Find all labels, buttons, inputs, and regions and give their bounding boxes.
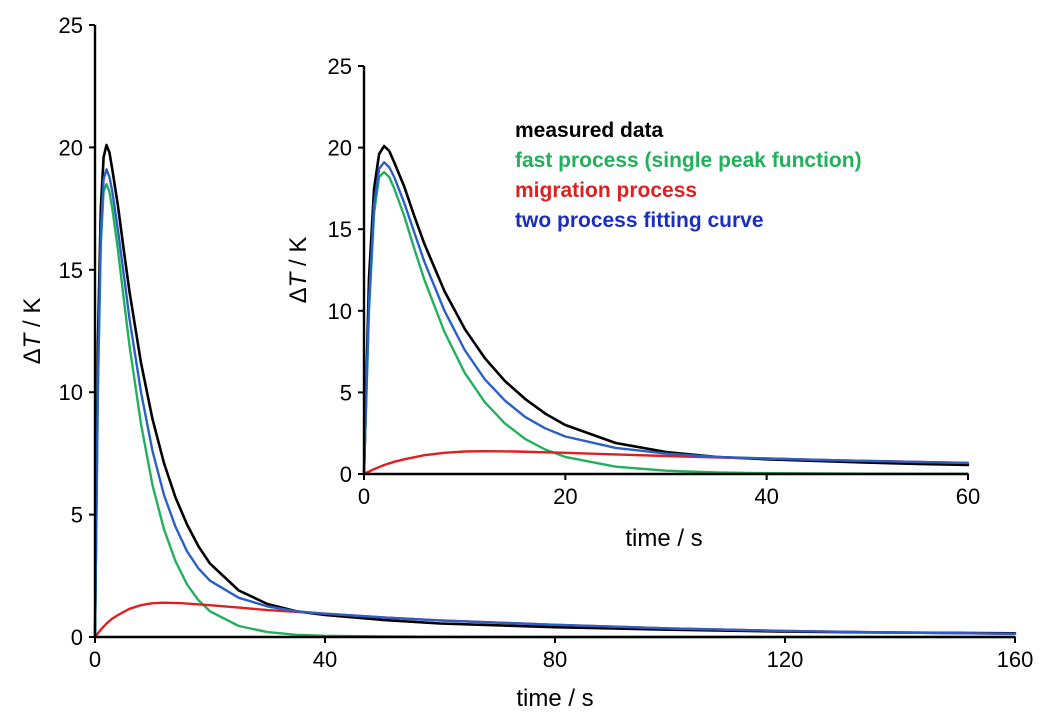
legend-entry-measured: measured data xyxy=(515,119,664,142)
main-series-fast-process xyxy=(93,182,1017,639)
main-x-axis-title: time / s xyxy=(516,685,593,712)
main-y-tick-label-20: 20 xyxy=(59,135,83,160)
inset-y-axis-title-unit: / K xyxy=(285,237,312,273)
inset-y-axis-title-symbol: T xyxy=(285,270,312,287)
inset-y-tick-label-10: 10 xyxy=(328,299,352,324)
inset-x-tick-label-20: 20 xyxy=(553,484,577,509)
main-y-tick-label-15: 15 xyxy=(59,258,83,283)
inset-x-tick-label-0: 0 xyxy=(358,484,370,509)
main-x-tick-label-0: 0 xyxy=(89,647,101,672)
main-y-tick-label-0: 0 xyxy=(71,625,83,650)
main-x-tick-label-80: 80 xyxy=(543,647,567,672)
legend-entry-fitting: two process fitting curve xyxy=(515,209,764,232)
inset-y-tick-label-15: 15 xyxy=(328,217,352,242)
main-ticks-layer: 0 40 80 120 160 0 5 10 15 20 25 xyxy=(59,13,1034,672)
inset-x-tick-label-60: 60 xyxy=(956,484,980,509)
main-y-axis-title-prefix: Δ xyxy=(19,348,46,364)
inset-y-tick-label-0: 0 xyxy=(340,462,352,487)
main-series-measured xyxy=(93,143,1017,639)
legend-entry-fast-process: fast process (single peak function) xyxy=(515,149,862,172)
inset-x-axis-title: time / s xyxy=(625,525,702,552)
inset-chart: 0 20 40 60 0 5 10 15 20 25 time / s ΔT / K measur… xyxy=(285,54,980,552)
main-y-tick-label-25: 25 xyxy=(59,13,83,38)
main-y-tick-label-10: 10 xyxy=(59,380,83,405)
main-y-tick-label-5: 5 xyxy=(71,503,83,528)
inset-series-fitting xyxy=(362,161,970,476)
main-series-fitting xyxy=(93,168,1017,639)
main-y-axis-title-symbol: T xyxy=(19,331,46,348)
main-x-tick-label-120: 120 xyxy=(767,647,804,672)
inset-y-tick-label-5: 5 xyxy=(340,380,352,405)
inset-y-tick-label-20: 20 xyxy=(328,136,352,161)
inset-x-tick-label-40: 40 xyxy=(754,484,778,509)
legend-entry-migration: migration process xyxy=(515,179,697,202)
inset-y-axis-title-prefix: Δ xyxy=(285,287,312,303)
inset-y-axis-title: ΔT / K xyxy=(285,237,312,304)
main-x-tick-label-40: 40 xyxy=(313,647,337,672)
inset-y-tick-label-25: 25 xyxy=(328,54,352,79)
main-x-tick-label-160: 160 xyxy=(997,647,1034,672)
main-y-axis-title-unit: / K xyxy=(19,298,46,334)
legend: measured data fast process (single peak … xyxy=(515,119,862,232)
inset-ticks-layer: 0 20 40 60 0 5 10 15 20 25 xyxy=(328,54,981,509)
main-y-axis-title: ΔT / K xyxy=(19,298,46,365)
